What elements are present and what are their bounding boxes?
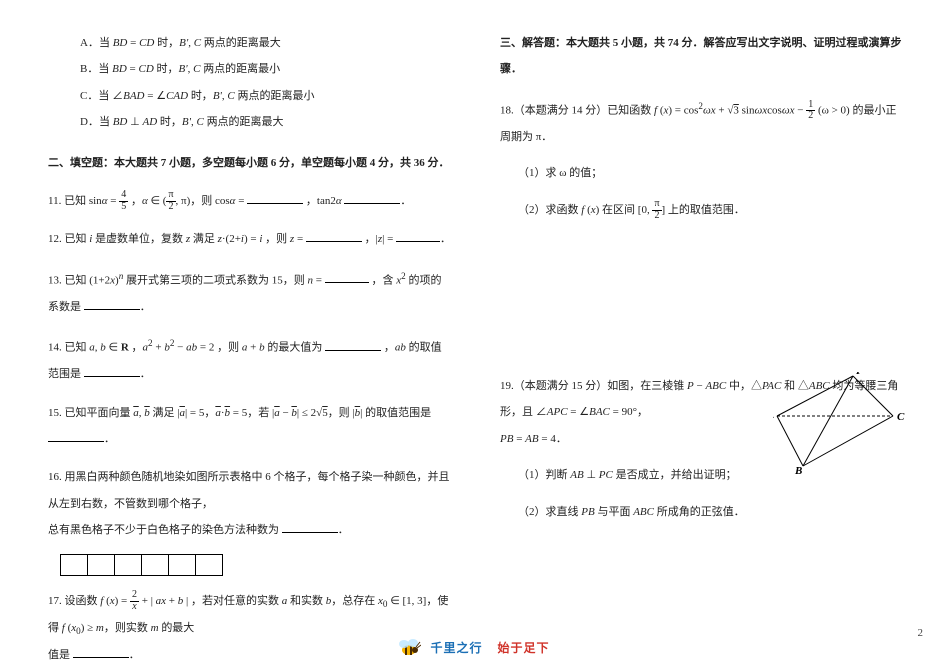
option-c: C．当 ∠BAD = ∠CAD 时，B', C 两点的距离最小 bbox=[48, 83, 452, 109]
section-3-heading: 三、解答题：本大题共 5 小题，共 74 分．解答应写出文字说明、证明过程或演算… bbox=[500, 30, 907, 83]
grid-cell bbox=[114, 554, 142, 576]
bee-icon bbox=[395, 635, 421, 663]
q18-part1: （1）求 ω 的值； bbox=[500, 160, 907, 186]
svg-text:C: C bbox=[897, 411, 905, 423]
grid-cell bbox=[168, 554, 196, 576]
q16-line1: 16. 用黑白两种颜色随机地染如图所示表格中 6 个格子，每个格子染一种颜色，并… bbox=[48, 464, 452, 517]
q19-part2: （2）求直线 PB 与平面 ABC 所成角的正弦值． bbox=[500, 499, 907, 525]
q15: 15. 已知平面向量 a, b 满足 |a| = 5，a·b = 5，若 |a … bbox=[48, 400, 452, 453]
option-d: D．当 BD ⊥ AD 时，B', C 两点的距离最大 bbox=[48, 109, 452, 135]
section-2-heading: 二、填空题：本大题共 7 小题，多空题每小题 6 分，单空题每小题 4 分，共 … bbox=[48, 150, 452, 176]
grid-cell bbox=[60, 554, 88, 576]
q17-line1: 17. 设函数 f (x) = 2x + | ax + b | ，若对任意的实数… bbox=[48, 588, 452, 642]
footer-text-2: 始于足下 bbox=[498, 641, 550, 655]
option-a: A．当 BD = CD 时，B', C 两点的距离最大 bbox=[48, 30, 452, 56]
q18: 18.（本题满分 14 分）已知函数 f (x) = cos2ωx + √3 s… bbox=[500, 95, 907, 150]
q11: 11. 已知 sinα = 45 ，α ∈ (π2, π)，则 cosα = ，… bbox=[48, 188, 452, 214]
footer: 千里之行 始于足下 bbox=[0, 635, 945, 663]
svg-text:P: P bbox=[856, 372, 863, 377]
svg-text:B: B bbox=[794, 465, 802, 476]
svg-text:A: A bbox=[773, 409, 774, 421]
tetrahedron-figure: P A C B bbox=[773, 372, 905, 476]
q14: 14. 已知 a, b ∈ R ，a2 + b2 − ab = 2 ，则 a +… bbox=[48, 332, 452, 387]
q16-line2: 总有黑色格子不少于白色格子的染色方法种数为 ． bbox=[48, 517, 452, 543]
grid-6-cells bbox=[60, 554, 452, 576]
grid-cell bbox=[141, 554, 169, 576]
q18-part2: （2）求函数 f (x) 在区间 [0, π2] 上的取值范围． bbox=[500, 197, 907, 223]
q12: 12. 已知 i 是虚数单位，复数 z 满足 z·(2+i) = i ，则 z … bbox=[48, 226, 452, 252]
footer-text-1: 千里之行 bbox=[430, 641, 482, 655]
q13: 13. 已知 (1+2x)n 展开式第三项的二项式系数为 15，则 n = ，含… bbox=[48, 265, 452, 320]
grid-cell bbox=[87, 554, 115, 576]
grid-cell bbox=[195, 554, 223, 576]
option-b: B．当 BD = CD 时，B', C 两点的距离最小 bbox=[48, 56, 452, 82]
